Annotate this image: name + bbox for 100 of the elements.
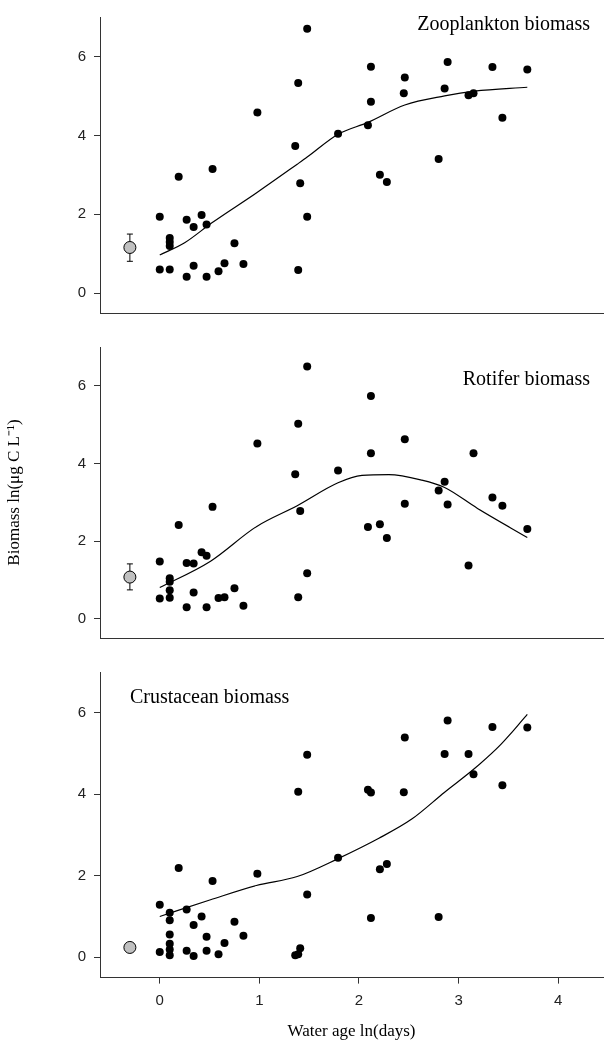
point bbox=[303, 569, 312, 578]
point bbox=[123, 570, 137, 584]
line-series bbox=[159, 713, 528, 918]
point bbox=[382, 177, 391, 186]
point bbox=[294, 265, 303, 274]
point bbox=[291, 470, 300, 479]
point bbox=[174, 172, 183, 181]
point bbox=[123, 940, 137, 954]
point bbox=[296, 179, 305, 188]
point bbox=[366, 449, 375, 458]
point bbox=[174, 863, 183, 872]
point bbox=[399, 788, 408, 797]
point bbox=[220, 593, 229, 602]
point bbox=[400, 733, 409, 742]
point bbox=[303, 212, 312, 221]
y-tick-label: 0 bbox=[77, 283, 86, 301]
point bbox=[239, 260, 248, 269]
line-series bbox=[159, 474, 528, 589]
point bbox=[208, 502, 217, 511]
point bbox=[488, 63, 497, 72]
point bbox=[366, 914, 375, 923]
point bbox=[464, 561, 473, 570]
point bbox=[189, 921, 198, 930]
y-tick-label: 0 bbox=[77, 608, 86, 626]
point bbox=[440, 749, 449, 758]
point bbox=[202, 551, 211, 560]
point bbox=[230, 584, 239, 593]
point bbox=[366, 97, 375, 106]
point bbox=[214, 267, 223, 276]
point bbox=[202, 946, 211, 955]
point bbox=[464, 749, 473, 758]
point bbox=[253, 108, 262, 117]
point bbox=[165, 593, 174, 602]
point bbox=[488, 493, 497, 502]
point bbox=[189, 261, 198, 270]
point bbox=[443, 57, 452, 66]
point bbox=[434, 155, 443, 164]
point bbox=[303, 362, 312, 371]
x-tick-label: 4 bbox=[554, 990, 563, 1008]
point bbox=[155, 594, 164, 603]
point bbox=[363, 523, 372, 532]
point bbox=[165, 586, 174, 595]
x-axis-title: Water age ln(days) bbox=[287, 1021, 416, 1041]
point bbox=[334, 466, 343, 475]
point bbox=[443, 500, 452, 509]
point bbox=[400, 73, 409, 82]
y-tick-label: 4 bbox=[77, 125, 86, 143]
point bbox=[189, 588, 198, 597]
point bbox=[523, 524, 532, 533]
point bbox=[375, 170, 384, 179]
point bbox=[208, 877, 217, 886]
point bbox=[294, 787, 303, 796]
point bbox=[182, 272, 191, 281]
point bbox=[366, 62, 375, 71]
point bbox=[239, 931, 248, 940]
point bbox=[202, 272, 211, 281]
point bbox=[443, 716, 452, 725]
y-axis-title: Biomass ln(μg C L⁻¹) bbox=[3, 419, 23, 566]
x-tick-label: 1 bbox=[255, 990, 264, 1008]
y-tick-label: 6 bbox=[77, 702, 86, 720]
point bbox=[296, 944, 305, 953]
point bbox=[202, 932, 211, 941]
point bbox=[294, 593, 303, 602]
point bbox=[220, 938, 229, 947]
point bbox=[296, 507, 305, 516]
point bbox=[303, 24, 312, 33]
annotation: Crustacean biomass bbox=[130, 685, 290, 707]
y-tick-label: 0 bbox=[77, 947, 86, 965]
point bbox=[155, 947, 164, 956]
point bbox=[400, 435, 409, 444]
point bbox=[189, 952, 198, 960]
point bbox=[382, 859, 391, 868]
point bbox=[399, 89, 408, 98]
point bbox=[197, 912, 206, 921]
y-tick-label: 4 bbox=[77, 453, 86, 471]
y-tick-label: 2 bbox=[77, 531, 86, 549]
point bbox=[375, 520, 384, 529]
y-tick-label: 6 bbox=[77, 46, 86, 64]
point bbox=[174, 521, 183, 530]
point bbox=[440, 84, 449, 93]
point bbox=[182, 603, 191, 612]
x-tick-label: 0 bbox=[155, 990, 164, 1008]
point bbox=[182, 946, 191, 955]
point bbox=[253, 439, 262, 448]
y-tick-label: 2 bbox=[77, 204, 86, 222]
line-series bbox=[159, 86, 528, 256]
point bbox=[202, 603, 211, 612]
point bbox=[155, 557, 164, 566]
point bbox=[434, 912, 443, 921]
point bbox=[197, 211, 206, 220]
point bbox=[291, 142, 300, 151]
point bbox=[155, 212, 164, 221]
point bbox=[498, 501, 507, 510]
point bbox=[498, 113, 507, 122]
point bbox=[440, 477, 449, 486]
point bbox=[189, 222, 198, 231]
y-tick-label: 2 bbox=[77, 865, 86, 883]
point bbox=[375, 865, 384, 874]
point bbox=[253, 869, 262, 878]
point bbox=[294, 419, 303, 428]
